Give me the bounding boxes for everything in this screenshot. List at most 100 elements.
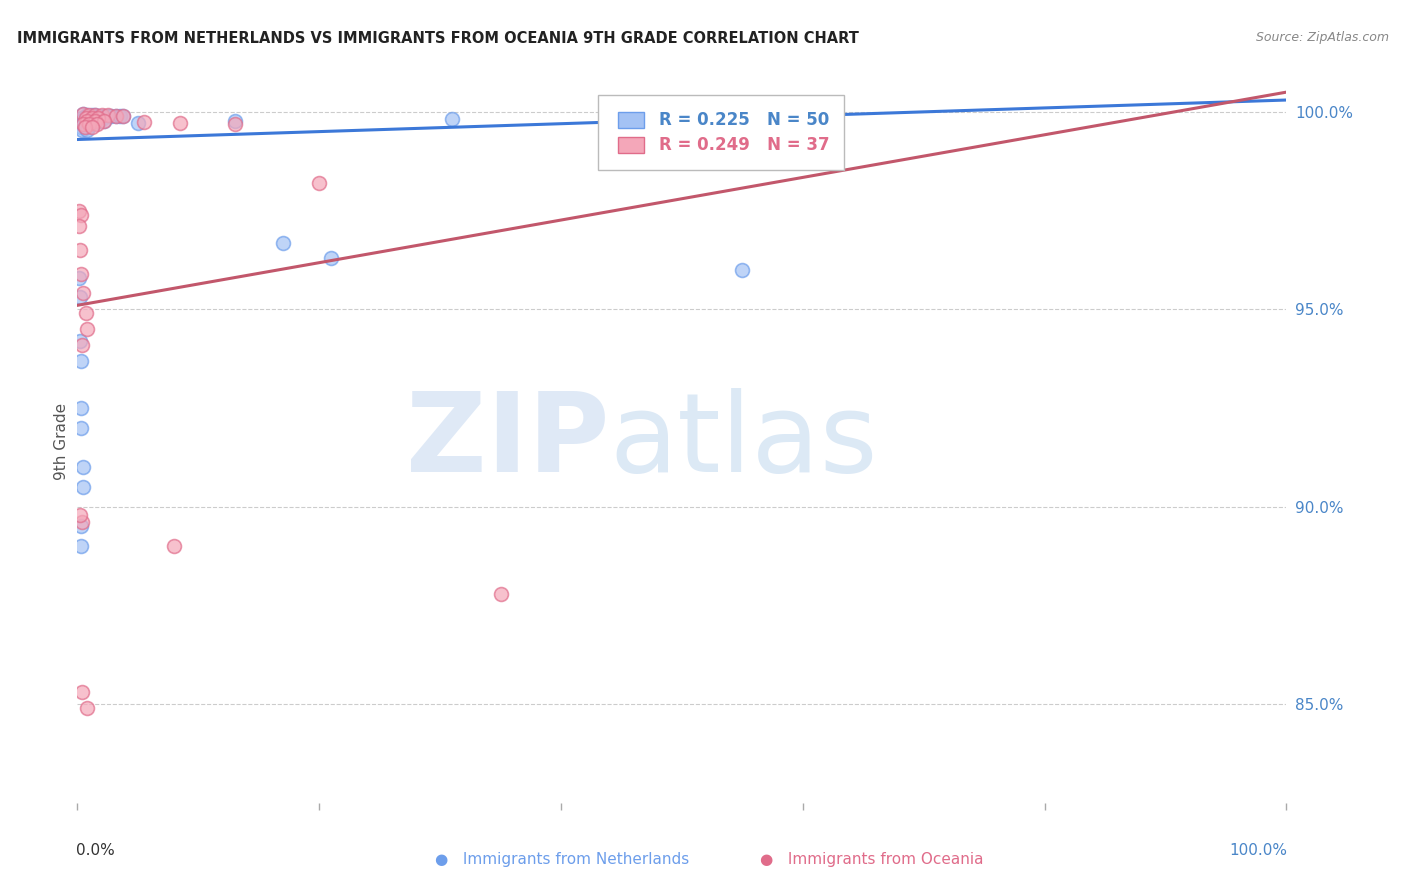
Point: [72, 107, 94, 121]
Point: [96, 108, 118, 122]
Point: [70, 685, 93, 699]
Point: [127, 116, 149, 130]
Point: [89, 113, 111, 128]
Point: [93, 113, 115, 128]
Point: [75, 111, 97, 125]
Point: [70, 122, 93, 136]
Point: [70, 519, 93, 533]
Point: [84, 108, 107, 122]
Point: [67, 270, 90, 285]
Point: [112, 109, 135, 123]
Point: [163, 539, 186, 553]
Point: [69, 508, 91, 522]
Point: [70, 401, 93, 415]
Point: [271, 235, 294, 250]
Point: [72, 480, 94, 494]
Point: [105, 109, 128, 123]
Point: [93, 109, 115, 123]
Point: [96, 109, 118, 123]
Point: [441, 112, 464, 126]
Point: [90, 108, 112, 122]
Point: [75, 306, 97, 320]
Point: [70, 113, 93, 128]
Point: [80, 120, 103, 134]
Point: [79, 108, 101, 122]
Point: [70, 120, 93, 134]
Point: [93, 113, 115, 128]
Point: [76, 108, 98, 122]
Text: R = 0.249   N = 37: R = 0.249 N = 37: [659, 136, 830, 154]
Text: R = 0.225   N = 50: R = 0.225 N = 50: [659, 111, 830, 129]
Point: [112, 109, 135, 123]
Point: [67, 203, 90, 218]
Point: [72, 286, 94, 301]
Point: [70, 111, 93, 125]
Point: [224, 117, 246, 131]
Point: [731, 262, 754, 277]
Point: [72, 460, 94, 475]
Point: [76, 113, 98, 128]
Point: [79, 117, 101, 131]
FancyBboxPatch shape: [617, 112, 644, 128]
Point: [76, 701, 98, 715]
Point: [80, 111, 103, 125]
Text: Source: ZipAtlas.com: Source: ZipAtlas.com: [1256, 31, 1389, 45]
Point: [73, 120, 96, 134]
Point: [84, 111, 107, 125]
FancyBboxPatch shape: [599, 95, 844, 169]
Point: [86, 117, 108, 131]
Point: [80, 113, 103, 128]
Point: [80, 108, 103, 122]
Point: [76, 122, 98, 136]
Text: IMMIGRANTS FROM NETHERLANDS VS IMMIGRANTS FROM OCEANIA 9TH GRADE CORRELATION CHA: IMMIGRANTS FROM NETHERLANDS VS IMMIGRANT…: [17, 31, 859, 46]
Point: [308, 176, 330, 190]
Y-axis label: 9th Grade: 9th Grade: [53, 403, 69, 480]
Point: [77, 113, 100, 128]
Point: [70, 516, 93, 530]
Point: [72, 117, 94, 131]
Point: [84, 108, 107, 122]
Point: [77, 111, 100, 125]
Text: ●   Immigrants from Netherlands: ● Immigrants from Netherlands: [436, 852, 689, 867]
Point: [70, 338, 93, 352]
Text: ZIP: ZIP: [406, 388, 609, 495]
Text: atlas: atlas: [609, 388, 877, 495]
Point: [75, 117, 97, 131]
Point: [70, 421, 93, 435]
Point: [70, 267, 93, 281]
Point: [105, 109, 128, 123]
Point: [132, 114, 155, 128]
Point: [76, 322, 98, 336]
Point: [91, 111, 114, 125]
Point: [79, 117, 101, 131]
Point: [86, 113, 108, 128]
Text: ●   Immigrants from Oceania: ● Immigrants from Oceania: [761, 852, 983, 867]
Point: [108, 109, 131, 123]
Point: [87, 109, 110, 123]
Point: [69, 290, 91, 304]
Point: [70, 539, 93, 553]
Point: [70, 117, 93, 131]
Point: [73, 113, 96, 128]
FancyBboxPatch shape: [617, 137, 644, 153]
Point: [489, 586, 512, 600]
Point: [80, 111, 103, 125]
Point: [73, 120, 96, 134]
Point: [69, 334, 91, 348]
Point: [100, 109, 122, 123]
Point: [84, 113, 107, 128]
Point: [169, 115, 191, 129]
Point: [82, 117, 104, 131]
Point: [73, 111, 96, 125]
Point: [72, 107, 94, 121]
Point: [70, 207, 93, 221]
Point: [321, 251, 343, 265]
Text: 0.0%: 0.0%: [76, 843, 115, 857]
Point: [87, 111, 110, 125]
Text: 100.0%: 100.0%: [1230, 843, 1288, 857]
Point: [87, 111, 110, 125]
Point: [224, 113, 246, 128]
Point: [69, 243, 91, 257]
Point: [67, 219, 90, 234]
Point: [70, 353, 93, 368]
